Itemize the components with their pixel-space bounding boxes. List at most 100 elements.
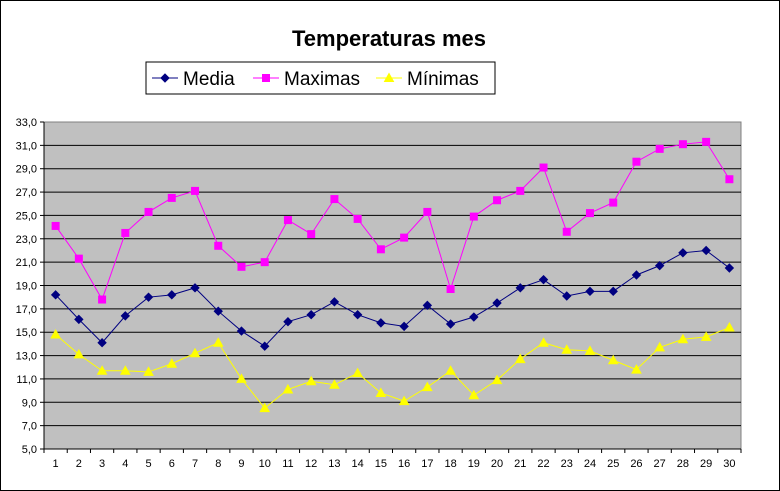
legend-marker-media — [160, 73, 170, 83]
data-point-media — [515, 283, 525, 293]
data-point-media — [654, 260, 665, 271]
data-point-maximas — [562, 227, 571, 236]
data-point-maximas — [191, 186, 200, 195]
data-point-maximas — [74, 254, 83, 263]
data-point-media — [97, 338, 107, 348]
x-tick-label: 20 — [491, 458, 503, 470]
x-tick-label: 30 — [723, 458, 735, 470]
y-tick-label: 31,0 — [16, 140, 37, 152]
data-point-maximas — [423, 207, 432, 216]
data-point-media — [306, 309, 316, 320]
data-point-maximas — [725, 175, 734, 184]
data-point-media — [50, 290, 61, 300]
x-tick-label: 4 — [122, 458, 128, 470]
data-point-maximas — [353, 214, 362, 223]
y-tick-label: 9,0 — [22, 397, 37, 409]
data-point-maximas — [237, 262, 246, 271]
data-point-maximas — [585, 209, 594, 218]
x-tick-label: 1 — [53, 458, 59, 470]
y-tick-label: 5,0 — [22, 444, 37, 456]
data-point-media — [608, 286, 618, 297]
data-point-maximas — [330, 195, 339, 204]
data-point-maximas — [144, 207, 153, 216]
data-point-minimas — [143, 366, 154, 376]
data-point-minimas — [514, 353, 526, 364]
y-tick-label: 29,0 — [16, 164, 37, 176]
legend-label-minimas: Mínimas — [407, 69, 479, 90]
x-tick-label: 11 — [282, 458, 293, 470]
y-tick-label: 23,0 — [16, 234, 37, 246]
data-point-minimas — [259, 402, 271, 413]
data-point-maximas — [539, 163, 548, 172]
data-point-media — [538, 274, 549, 285]
data-point-media — [329, 297, 340, 307]
data-point-media — [492, 298, 502, 308]
data-point-maximas — [283, 216, 292, 225]
data-point-minimas — [212, 337, 224, 347]
x-tick-label: 14 — [352, 458, 364, 470]
data-point-media — [701, 245, 711, 256]
data-point-minimas — [561, 344, 573, 354]
x-tick-label: 22 — [537, 458, 549, 470]
y-tick-label: 7,0 — [22, 421, 37, 433]
data-point-maximas — [632, 157, 641, 166]
x-tick-label: 19 — [468, 458, 480, 470]
data-point-media — [562, 291, 572, 301]
y-tick-label: 25,0 — [16, 210, 37, 222]
data-point-minimas — [282, 383, 294, 394]
data-point-media — [143, 292, 154, 302]
data-point-minimas — [607, 354, 619, 365]
data-point-minimas — [677, 333, 689, 344]
data-point-media — [167, 290, 177, 300]
legend-marker-minimas — [383, 72, 395, 82]
x-tick-label: 18 — [444, 458, 456, 470]
data-point-minimas — [73, 348, 85, 359]
y-tick-label: 27,0 — [16, 187, 37, 199]
data-point-media — [399, 321, 409, 332]
data-point-maximas — [98, 295, 107, 304]
data-point-media — [376, 318, 386, 328]
y-tick-label: 17,0 — [16, 304, 37, 316]
data-point-media — [213, 306, 223, 316]
data-point-maximas — [51, 221, 60, 230]
data-point-minimas — [700, 331, 712, 341]
data-point-media — [283, 316, 293, 327]
x-tick-label: 13 — [328, 458, 340, 470]
y-tick-label: 15,0 — [16, 327, 37, 339]
data-point-minimas — [166, 358, 178, 368]
data-point-maximas — [400, 233, 409, 242]
data-point-maximas — [516, 186, 525, 195]
data-point-maximas — [655, 144, 664, 153]
legend-box — [145, 61, 496, 95]
data-point-minimas — [375, 387, 387, 397]
data-point-media — [422, 300, 433, 311]
data-point-maximas — [702, 137, 711, 146]
data-point-minimas — [352, 367, 364, 378]
legend-label-maximas: Maximas — [284, 69, 360, 90]
x-tick-label: 26 — [630, 458, 642, 470]
data-point-maximas — [446, 285, 455, 294]
x-tick-label: 9 — [238, 458, 244, 470]
data-point-media — [631, 270, 642, 280]
x-tick-label: 28 — [677, 458, 689, 470]
chart-title: Temperaturas mes — [292, 26, 486, 51]
x-tick-label: 5 — [145, 458, 151, 470]
y-tick-label: 19,0 — [16, 281, 37, 293]
data-point-minimas — [50, 329, 61, 339]
data-point-media — [236, 326, 247, 336]
data-point-maximas — [167, 193, 176, 202]
data-point-minimas — [119, 365, 131, 375]
data-point-minimas — [236, 373, 247, 383]
legend-label-media: Media — [183, 69, 235, 90]
y-tick-label: 11,0 — [16, 374, 37, 386]
data-point-minimas — [189, 347, 201, 358]
x-tick-label: 2 — [76, 458, 82, 470]
data-point-media — [585, 286, 595, 297]
data-point-minimas — [398, 395, 410, 406]
data-point-media — [678, 248, 688, 258]
data-point-maximas — [260, 258, 269, 267]
x-tick-label: 21 — [514, 458, 526, 470]
y-tick-label: 13,0 — [16, 351, 37, 363]
x-tick-label: 24 — [584, 458, 596, 470]
